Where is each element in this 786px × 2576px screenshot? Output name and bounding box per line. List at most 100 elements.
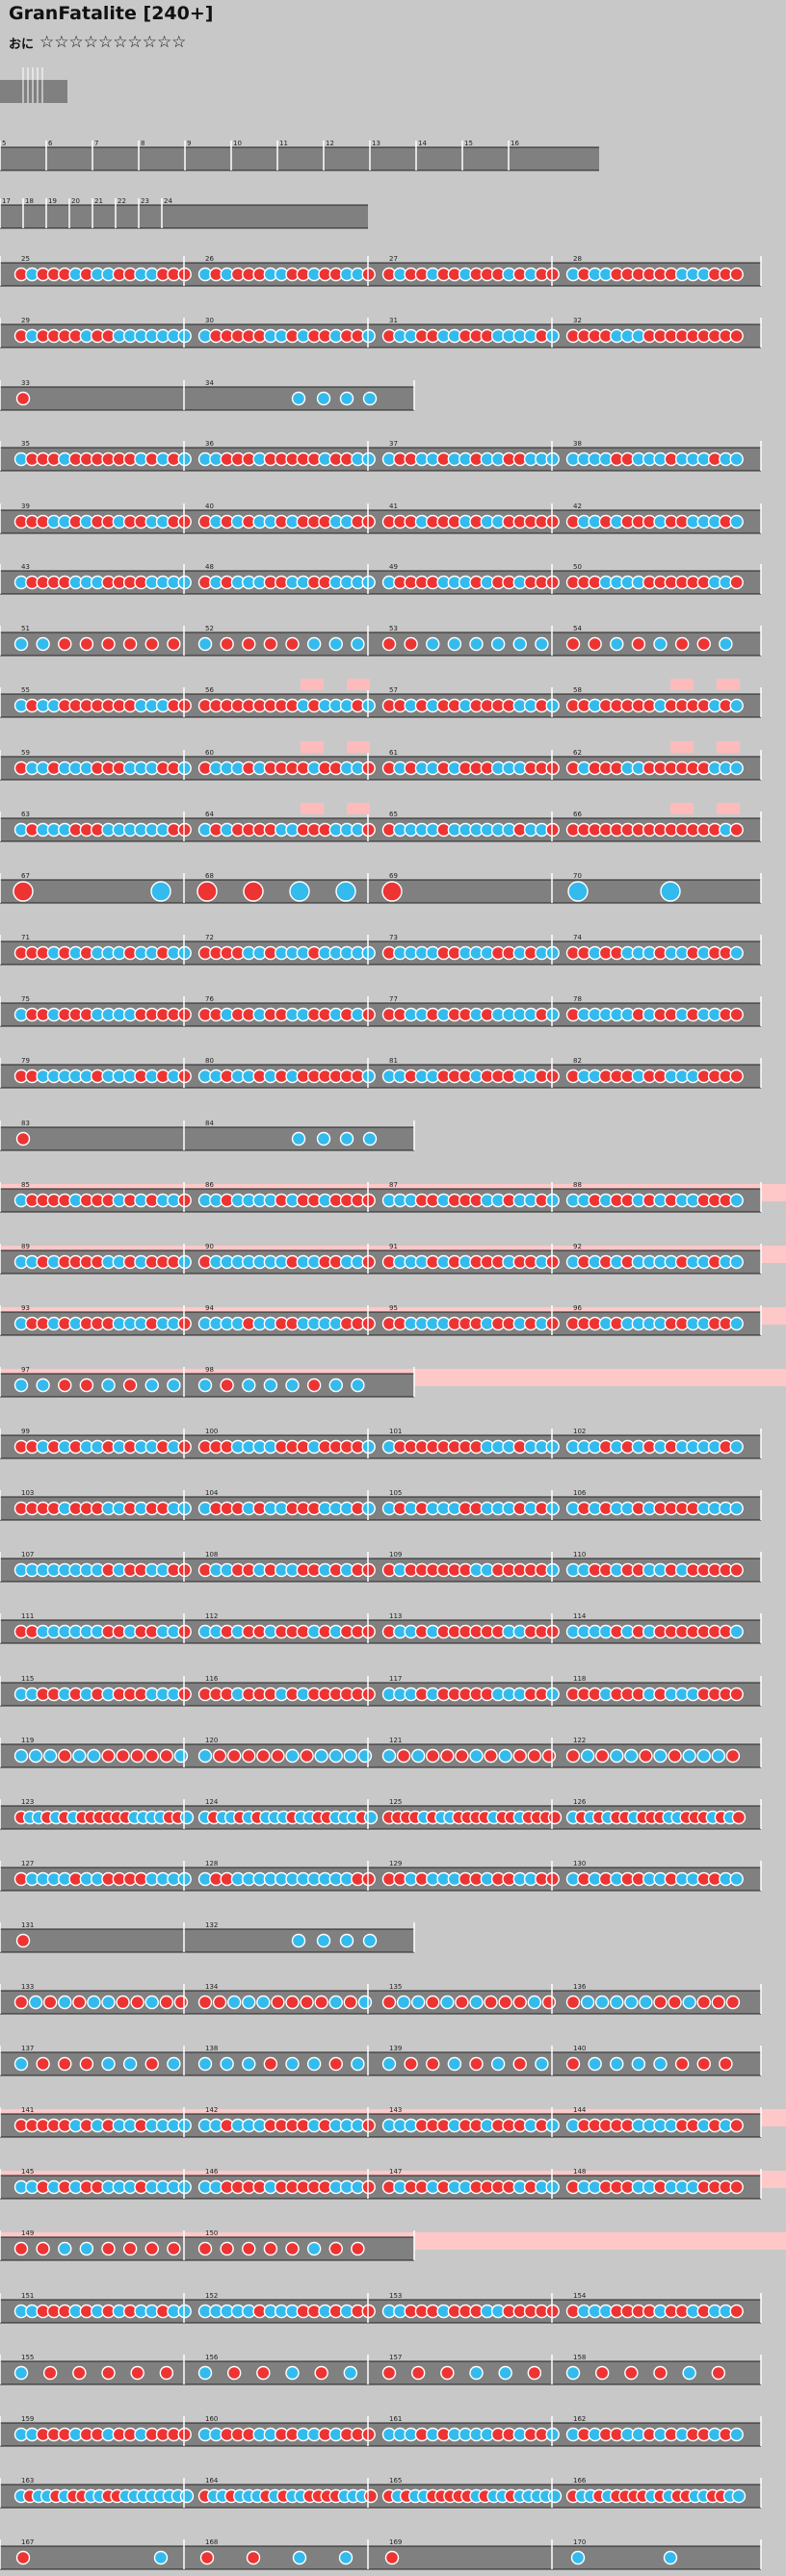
measure-number: 130: [573, 1860, 586, 1868]
measure-number: 81: [389, 1057, 398, 1065]
don-note: [719, 2056, 733, 2072]
don-note: [351, 2241, 365, 2256]
don-note: [130, 2365, 144, 2381]
measure-number: 5: [2, 140, 6, 147]
ka-note: [13, 1748, 29, 1764]
don-note: [116, 1995, 130, 2010]
measure-number: 98: [205, 1366, 214, 1374]
lane: [0, 147, 599, 170]
ka-note: [338, 2550, 354, 2565]
don-note: [328, 2056, 343, 2072]
ka-note: [285, 1748, 300, 1764]
measure-number: 80: [205, 1057, 214, 1065]
ka-note: [469, 1748, 484, 1764]
don-note: [271, 1748, 285, 1764]
don-note: [729, 267, 744, 282]
roll-marker: [717, 803, 740, 814]
don-note: [668, 1995, 682, 2010]
measure-number: 71: [21, 934, 30, 941]
measure-number: 143: [389, 2106, 402, 2114]
measure-number: 49: [389, 563, 398, 571]
don-note: [729, 1007, 744, 1022]
measure-number: 162: [573, 2415, 586, 2423]
measure-number: 118: [573, 1675, 586, 1683]
measure-number: 128: [205, 1860, 218, 1868]
measure-number: 105: [389, 1489, 402, 1497]
roll-marker: [301, 803, 324, 814]
measure-number: 110: [573, 1551, 586, 1558]
don-note: [122, 636, 138, 652]
don-note: [144, 1748, 159, 1764]
don-note: [122, 2241, 138, 2256]
ka-note: [328, 1378, 343, 1393]
ka-note: [729, 1624, 744, 1639]
don-note: [381, 2365, 397, 2381]
ka-note: [13, 2365, 29, 2381]
measure-number: 144: [573, 2106, 587, 2114]
ka-note: [381, 2056, 397, 2072]
measure-number: 101: [389, 1428, 402, 1435]
don-note: [527, 2365, 542, 2381]
ka-note: [335, 881, 356, 902]
measure-number: 26: [205, 255, 214, 263]
measure-number: 69: [389, 872, 398, 880]
ka-note: [535, 2056, 549, 2072]
don-note: [469, 2056, 484, 2072]
measure-number: 106: [573, 1489, 587, 1497]
don-note: [144, 2056, 159, 2072]
ka-note: [58, 2241, 72, 2256]
ka-note: [624, 1748, 639, 1764]
ka-note: [314, 1748, 328, 1764]
don-note: [440, 1748, 455, 1764]
measure-number: 79: [21, 1057, 30, 1065]
don-note: [101, 1748, 116, 1764]
roll-marker: [301, 741, 324, 753]
ka-note: [179, 2488, 195, 2504]
ka-note: [711, 1748, 726, 1764]
don-note: [565, 636, 581, 652]
don-note: [263, 2056, 278, 2072]
don-note: [300, 1748, 314, 1764]
ka-note: [363, 1810, 379, 1825]
measure-number: 15: [464, 140, 473, 147]
ka-note: [101, 2056, 116, 2072]
don-note: [426, 1995, 440, 2010]
ka-note: [490, 636, 506, 652]
ka-note: [729, 1316, 744, 1331]
don-note: [314, 2365, 328, 2381]
measure-number: 163: [21, 2477, 34, 2485]
measure-number: 72: [205, 934, 214, 941]
measure-number: 132: [205, 1921, 218, 1929]
measure-number: 127: [21, 1860, 34, 1868]
ka-note: [285, 2365, 300, 2381]
ka-note: [150, 881, 171, 902]
don-note: [426, 2056, 440, 2072]
measure-number: 33: [21, 379, 30, 387]
measure-number: 9: [187, 140, 191, 147]
don-note: [72, 1995, 87, 2010]
measure-number: 64: [205, 811, 214, 818]
measure-number: 146: [205, 2168, 219, 2176]
don-note: [15, 2550, 31, 2565]
don-note: [404, 636, 418, 652]
ka-note: [396, 1995, 411, 2010]
don-note: [512, 2056, 527, 2072]
measure-number: 66: [573, 811, 582, 818]
ka-note: [565, 2365, 581, 2381]
measure-number: 121: [389, 1737, 402, 1744]
lane: [0, 205, 368, 228]
measure-number: 161: [389, 2415, 402, 2423]
ka-note: [357, 1995, 373, 2010]
ka-note: [729, 1501, 744, 1516]
don-note: [729, 822, 744, 837]
ka-note: [101, 1995, 116, 2010]
ka-note: [197, 1748, 213, 1764]
measure-number: 156: [205, 2354, 219, 2361]
measure-number: 116: [205, 1675, 219, 1683]
measure-number: 145: [21, 2168, 34, 2176]
measure-number: 85: [21, 1181, 30, 1189]
measure-number: 83: [21, 1120, 30, 1127]
measure-number: 158: [573, 2354, 586, 2361]
don-note: [696, 1995, 711, 2010]
measure-number: 10: [233, 140, 242, 147]
